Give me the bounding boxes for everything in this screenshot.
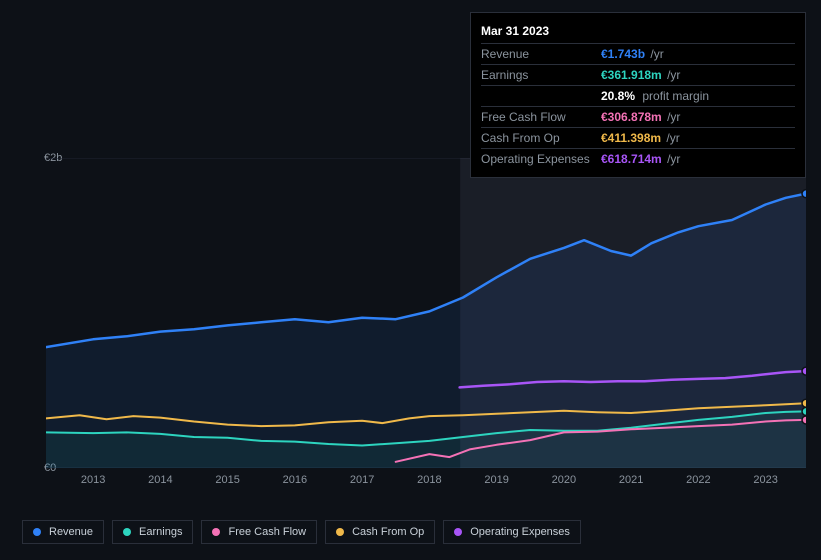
tooltip-date: Mar 31 2023	[481, 21, 795, 43]
financials-chart[interactable]: €2b €0 201320142015201620172018201920202…	[18, 158, 808, 498]
x-axis-label: 2016	[283, 474, 307, 486]
legend-label: Operating Expenses	[470, 526, 570, 538]
tooltip-row: 20.8% profit margin	[481, 85, 795, 106]
x-axis-label: 2021	[619, 474, 643, 486]
x-axis: 2013 2014 2015 2016 2017 2018 2019 2020 2021 2022…	[46, 474, 808, 494]
legend-item[interactable]: Free Cash Flow	[201, 520, 317, 544]
legend-item[interactable]: Operating Expenses	[443, 520, 581, 544]
tooltip-metric-label: Revenue	[481, 47, 601, 61]
tooltip-row: Revenue€1.743b /yr	[481, 43, 795, 64]
legend-label: Free Cash Flow	[228, 526, 306, 538]
legend-label: Cash From Op	[352, 526, 424, 538]
x-axis-label: 2019	[484, 474, 508, 486]
tooltip-metric-label: Operating Expenses	[481, 152, 601, 166]
tooltip-metric-value: €411.398m /yr	[601, 131, 795, 145]
tooltip-row: Operating Expenses€618.714m /yr	[481, 148, 795, 169]
legend-swatch	[33, 528, 41, 536]
legend-swatch	[336, 528, 344, 536]
legend-item[interactable]: Earnings	[112, 520, 193, 544]
x-axis-label: 2017	[350, 474, 374, 486]
legend-item[interactable]: Cash From Op	[325, 520, 435, 544]
tooltip-metric-value: 20.8% profit margin	[601, 89, 795, 103]
tooltip-metric-label: Free Cash Flow	[481, 110, 601, 124]
tooltip-row: Free Cash Flow€306.878m /yr	[481, 106, 795, 127]
tooltip-metric-label: Earnings	[481, 68, 601, 82]
legend-swatch	[123, 528, 131, 536]
tooltip-metric-value: €1.743b /yr	[601, 47, 795, 61]
tooltip-row: Cash From Op€411.398m /yr	[481, 127, 795, 148]
tooltip-metric-label: Cash From Op	[481, 131, 601, 145]
chart-svg	[46, 158, 806, 468]
x-axis-label: 2022	[686, 474, 710, 486]
legend-item[interactable]: Revenue	[22, 520, 104, 544]
chart-tooltip: Mar 31 2023 Revenue€1.743b /yrEarnings€3…	[470, 12, 806, 178]
x-axis-label: 2020	[552, 474, 576, 486]
chart-legend: Revenue Earnings Free Cash Flow Cash From O…	[22, 520, 581, 544]
tooltip-metric-value: €618.714m /yr	[601, 152, 795, 166]
x-axis-label: 2015	[215, 474, 239, 486]
legend-swatch	[454, 528, 462, 536]
x-axis-label: 2013	[81, 474, 105, 486]
x-axis-label: 2014	[148, 474, 172, 486]
tooltip-row: Earnings€361.918m /yr	[481, 64, 795, 85]
tooltip-metric-value: €361.918m /yr	[601, 68, 795, 82]
legend-label: Earnings	[139, 526, 182, 538]
tooltip-metric-label	[481, 89, 601, 103]
x-axis-label: 2023	[753, 474, 777, 486]
tooltip-metric-value: €306.878m /yr	[601, 110, 795, 124]
x-axis-label: 2018	[417, 474, 441, 486]
legend-swatch	[212, 528, 220, 536]
legend-label: Revenue	[49, 526, 93, 538]
